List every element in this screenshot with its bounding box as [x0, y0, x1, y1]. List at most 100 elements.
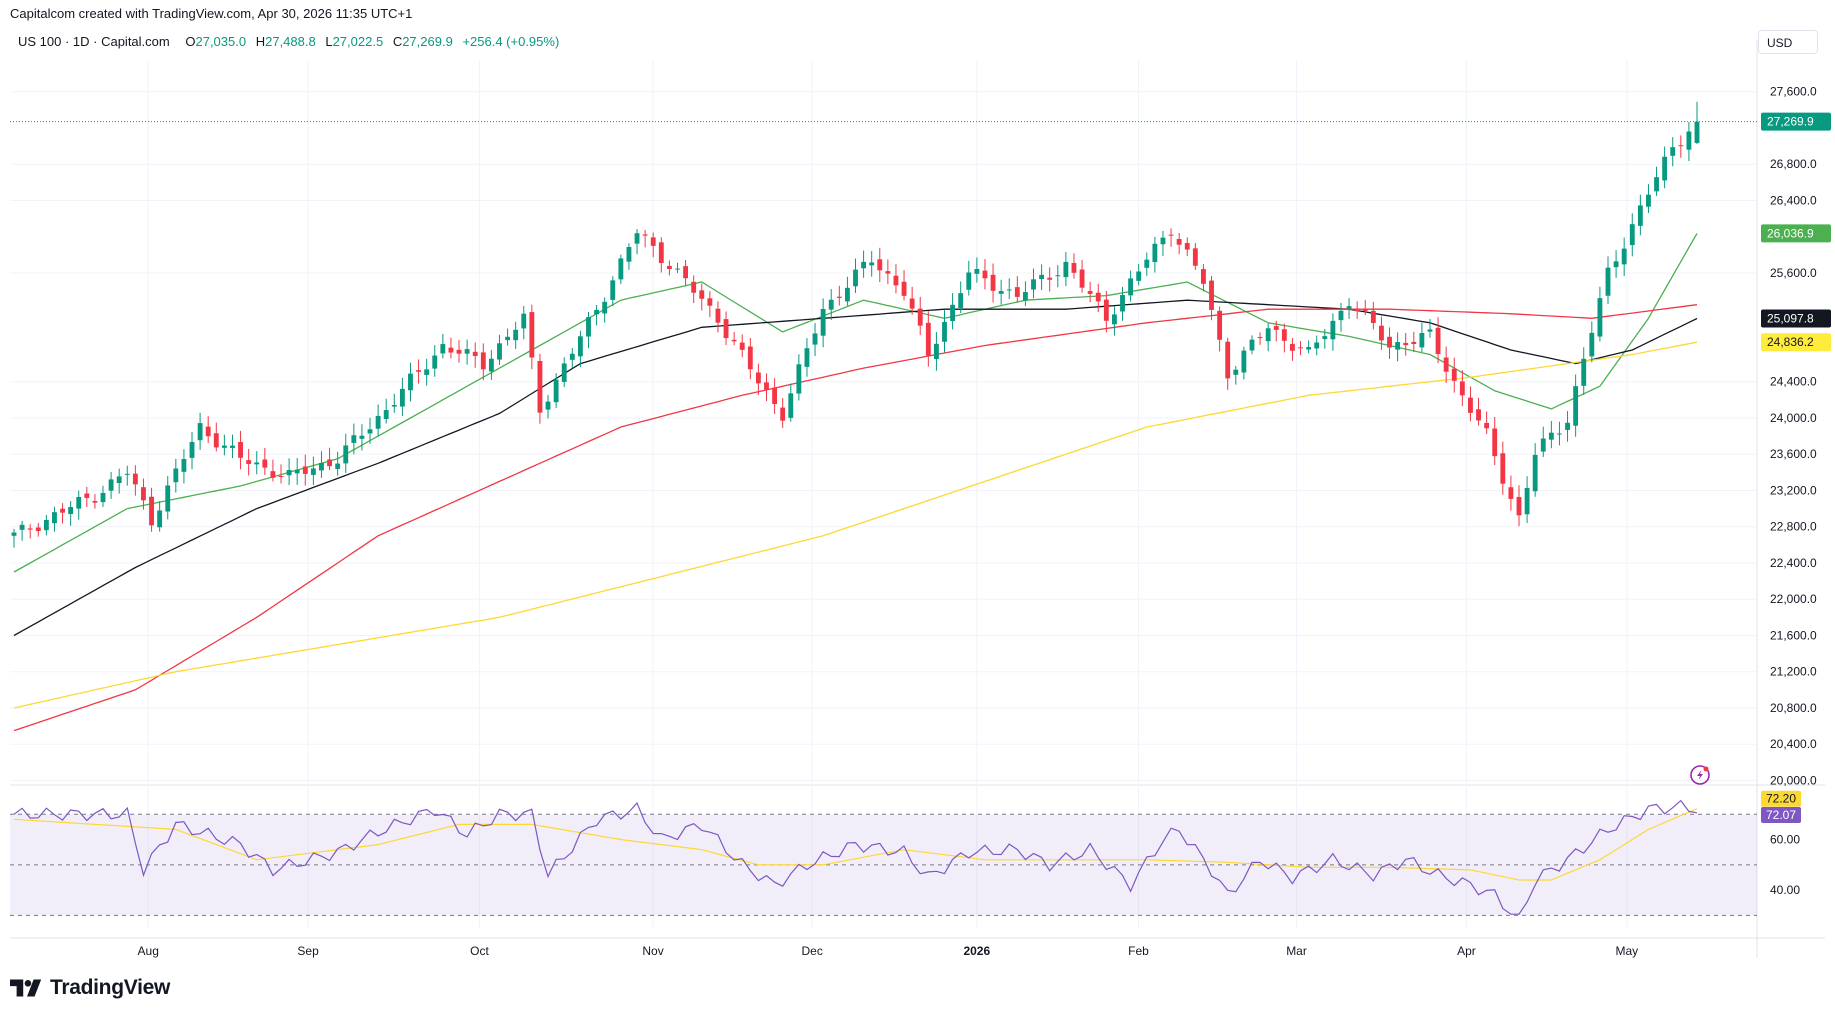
candle [1111, 306, 1117, 336]
candle [715, 301, 721, 333]
candle [634, 229, 640, 255]
candle [1370, 301, 1376, 330]
price-tick-label: 22,000.0 [1770, 592, 1817, 606]
candle [1443, 346, 1449, 383]
candle [998, 279, 1004, 305]
candle [1387, 327, 1392, 359]
moving-average-line [13, 233, 1698, 573]
candle [254, 451, 260, 475]
candle [545, 394, 551, 419]
price-tick-label: 26,800.0 [1770, 157, 1817, 171]
candle [1532, 443, 1538, 497]
candles [11, 101, 1700, 548]
candle [804, 338, 810, 377]
time-tick-label: Apr [1457, 944, 1476, 958]
candle [1419, 322, 1425, 353]
candle [658, 237, 664, 273]
candle [448, 337, 454, 359]
candle [1646, 184, 1651, 213]
symbol-label[interactable]: US 100 · 1D · Capital.com [18, 34, 170, 49]
candle [1451, 357, 1457, 393]
candle [1128, 270, 1134, 302]
candle [230, 434, 235, 459]
candle [933, 332, 939, 371]
candle [626, 243, 632, 270]
price-tick-label: 24,000.0 [1770, 411, 1817, 425]
candle [1516, 485, 1522, 527]
candle [302, 454, 308, 486]
currency-selector[interactable]: USD [1758, 30, 1818, 54]
rsi-tick-label: 60.00 [1770, 833, 1800, 847]
ohlc-legend: US 100 · 1D · Capital.com O27,035.0 H27,… [18, 34, 559, 49]
rsi-label-rsi-ma: 72.20 [1761, 790, 1801, 807]
candle [1192, 243, 1198, 270]
candle [1403, 333, 1409, 356]
candle [343, 433, 349, 473]
brand[interactable]: TradingView [10, 976, 170, 1000]
candle [586, 311, 591, 349]
candle [408, 362, 413, 402]
candle [1031, 268, 1036, 299]
candle [1168, 228, 1174, 247]
candle [675, 262, 680, 273]
candle [213, 422, 219, 452]
candle [497, 334, 502, 365]
candle [877, 247, 883, 283]
candle [1209, 275, 1214, 321]
candle [246, 448, 252, 476]
chart-canvas[interactable]: 20,000.0 20,400.0 20,800.0 21,200.0 21,600.0… [0, 0, 1835, 970]
candle [464, 339, 470, 365]
candle [1435, 317, 1441, 364]
candle [1063, 252, 1069, 287]
lightning-icon[interactable] [1690, 765, 1710, 785]
candle [1484, 411, 1490, 434]
candle [116, 468, 122, 494]
candle [270, 459, 276, 482]
candle [1427, 318, 1433, 338]
candle [1290, 337, 1295, 361]
candle [1508, 475, 1514, 511]
candle [1548, 420, 1554, 449]
candle [1047, 267, 1053, 292]
candle [480, 343, 486, 381]
candle [1459, 370, 1465, 407]
candle [691, 275, 697, 304]
moving-average-line [13, 304, 1698, 732]
candle [1136, 263, 1142, 286]
candle [909, 286, 915, 315]
candle [359, 424, 365, 451]
candle [618, 254, 624, 285]
candle [351, 423, 357, 455]
candle [1346, 298, 1352, 319]
candle [917, 296, 923, 335]
candle [375, 404, 381, 437]
candle [1670, 137, 1676, 167]
candle [521, 305, 527, 340]
candle [1557, 421, 1562, 446]
candle [666, 260, 672, 276]
candle [505, 328, 510, 346]
candle [399, 377, 405, 416]
candle [1573, 374, 1579, 437]
candle [294, 457, 300, 485]
candle [173, 458, 179, 493]
candle [35, 522, 41, 537]
candle [157, 501, 163, 532]
candle [772, 378, 778, 415]
candle [1565, 411, 1570, 442]
svg-text:26,036.9: 26,036.9 [1767, 226, 1814, 240]
svg-text:24,836.2: 24,836.2 [1767, 335, 1814, 349]
candle [828, 289, 834, 320]
candle [650, 232, 656, 258]
candle [124, 465, 130, 486]
price-tick-label: 26,400.0 [1770, 193, 1817, 207]
candle [1338, 302, 1344, 332]
candle [1621, 237, 1627, 277]
candle [731, 331, 737, 346]
candle [723, 311, 729, 345]
candle [1654, 166, 1659, 196]
time-tick-label: Oct [470, 944, 489, 958]
candle [472, 342, 478, 368]
candle [1079, 260, 1085, 293]
svg-text:27,269.9: 27,269.9 [1767, 115, 1814, 129]
